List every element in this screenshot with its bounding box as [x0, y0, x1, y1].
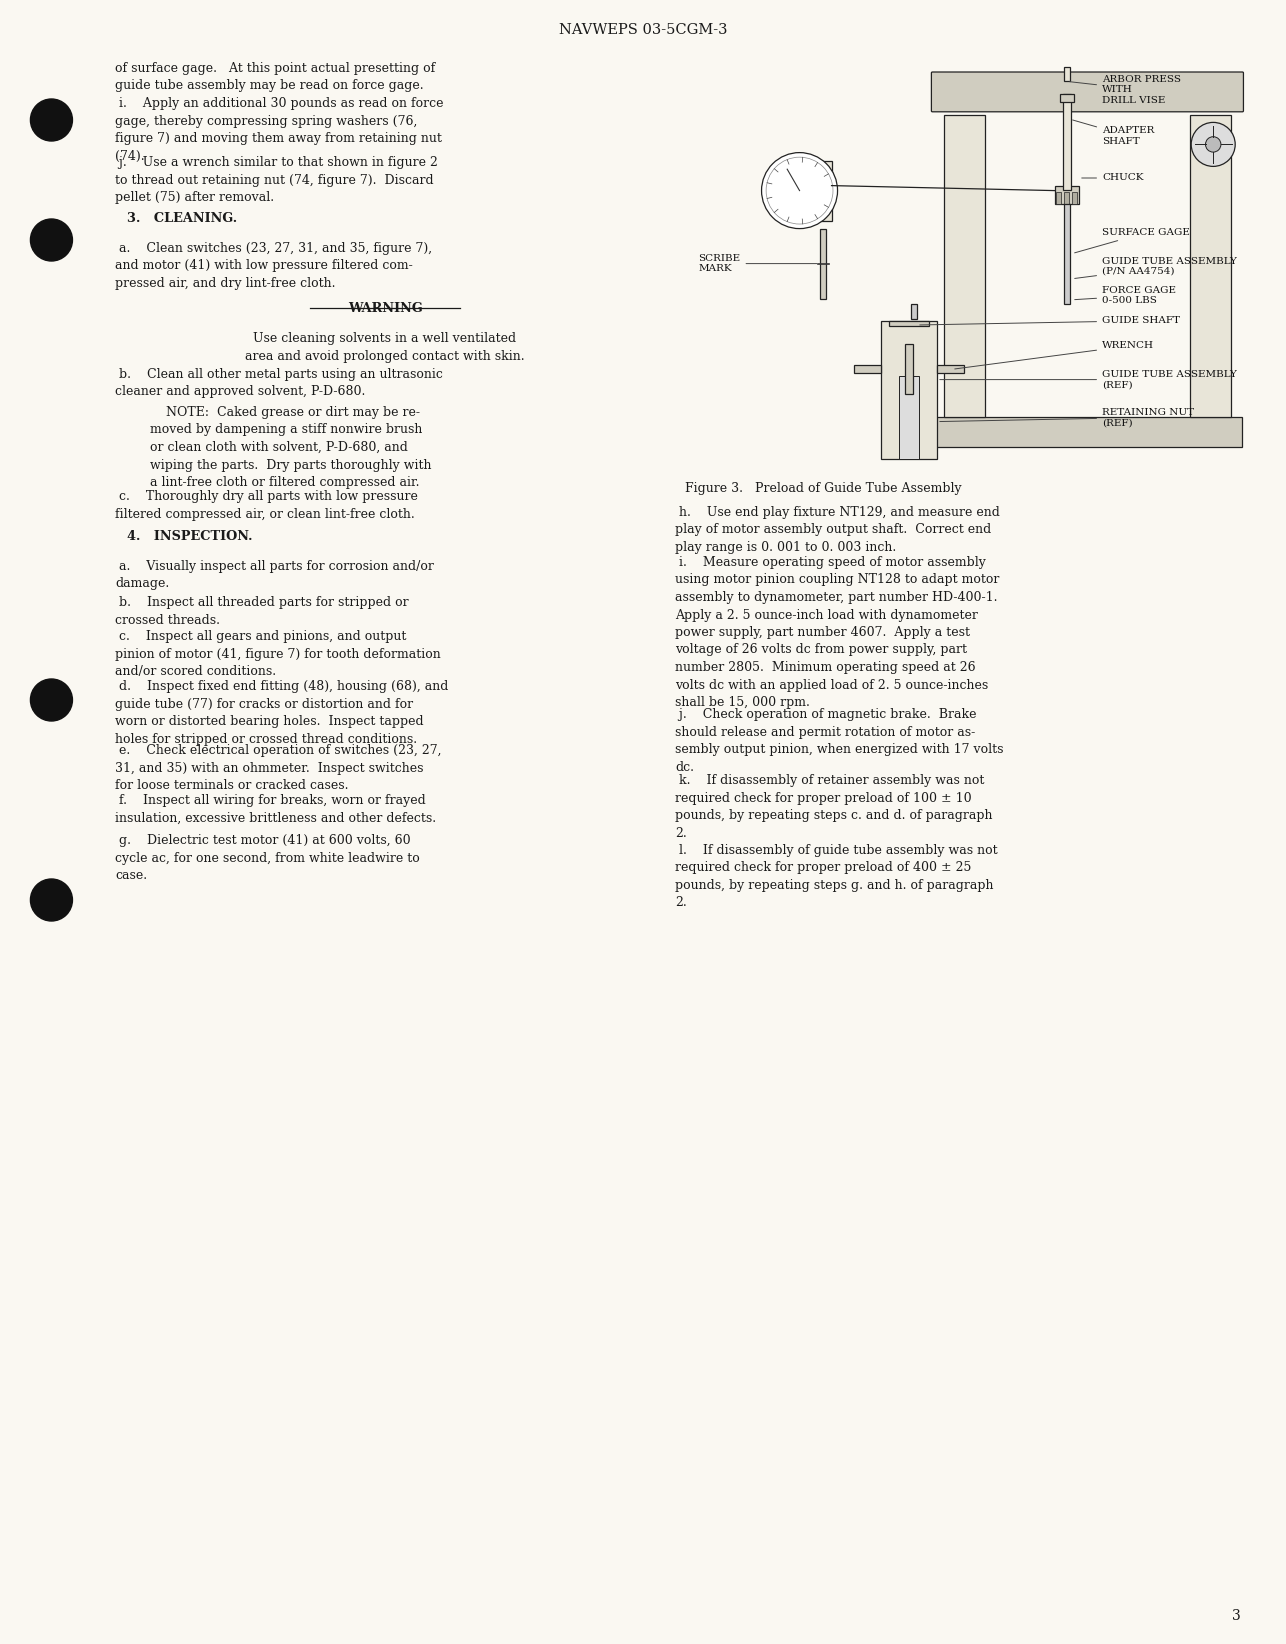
FancyBboxPatch shape [931, 72, 1244, 112]
Text: l.    If disassembly of guide tube assembly was not
required check for proper pr: l. If disassembly of guide tube assembly… [675, 843, 998, 909]
Text: ADAPTER
SHAFT: ADAPTER SHAFT [1073, 120, 1155, 146]
Text: c.    Thoroughly dry all parts with low pressure
filtered compressed air, or cle: c. Thoroughly dry all parts with low pre… [114, 490, 418, 521]
Bar [881, 321, 937, 459]
Circle shape [31, 219, 72, 261]
Text: SURFACE GAGE: SURFACE GAGE [1075, 229, 1190, 253]
Bar [1065, 192, 1070, 204]
Text: WRENCH: WRENCH [954, 342, 1154, 368]
Text: Use cleaning solvents in a well ventilated
area and avoid prolonged contact with: Use cleaning solvents in a well ventilat… [246, 332, 525, 362]
Text: 3.   CLEANING.: 3. CLEANING. [127, 212, 237, 225]
Text: CHUCK: CHUCK [1082, 174, 1143, 182]
Text: i.    Measure operating speed of motor assembly
using motor pinion coupling NT12: i. Measure operating speed of motor asse… [675, 556, 999, 709]
Circle shape [761, 153, 837, 229]
Text: c.    Inspect all gears and pinions, and output
pinion of motor (41, figure 7) f: c. Inspect all gears and pinions, and ou… [114, 630, 441, 677]
Text: WARNING: WARNING [347, 302, 422, 316]
Circle shape [766, 158, 833, 224]
Bar [1064, 67, 1070, 82]
Text: a.    Visually inspect all parts for corrosion and/or
damage.: a. Visually inspect all parts for corros… [114, 561, 433, 590]
Text: 3: 3 [1232, 1609, 1241, 1623]
Bar [1057, 192, 1061, 204]
Circle shape [31, 99, 72, 141]
Text: FORCE GAGE
0-500 LBS: FORCE GAGE 0-500 LBS [1075, 286, 1177, 306]
Text: f.    Inspect all wiring for breaks, worn or frayed
insulation, excessive brittl: f. Inspect all wiring for breaks, worn o… [114, 794, 436, 825]
Bar [944, 115, 985, 418]
Circle shape [1205, 136, 1220, 153]
Text: d.    Inspect fixed end fitting (48), housing (68), and
guide tube (77) for crac: d. Inspect fixed end fitting (48), housi… [114, 681, 449, 745]
Text: b.    Inspect all threaded parts for stripped or
crossed threads.: b. Inspect all threaded parts for stripp… [114, 597, 409, 626]
Text: i.    Apply an additional 30 pounds as read on force
gage, thereby compressing s: i. Apply an additional 30 pounds as read… [114, 97, 444, 163]
Bar [899, 376, 919, 459]
Text: 4.   INSPECTION.: 4. INSPECTION. [127, 529, 252, 543]
Bar [854, 365, 881, 373]
Text: j.    Use a wrench similar to that shown in figure 2
to thread out retaining nut: j. Use a wrench similar to that shown in… [114, 156, 437, 204]
Bar [1055, 186, 1079, 204]
Text: a.    Clean switches (23, 27, 31, and 35, figure 7),
and motor (41) with low pre: a. Clean switches (23, 27, 31, and 35, f… [114, 242, 432, 289]
Bar [910, 304, 917, 319]
Text: ARBOR PRESS
WITH
DRILL VISE: ARBOR PRESS WITH DRILL VISE [1070, 76, 1181, 105]
Text: b.    Clean all other metal parts using an ultrasonic
cleaner and approved solve: b. Clean all other metal parts using an … [114, 368, 442, 398]
Text: g.    Dielectric test motor (41) at 600 volts, 60
cycle ac, for one second, from: g. Dielectric test motor (41) at 600 vol… [114, 834, 419, 881]
Bar [1073, 192, 1078, 204]
Text: of surface gage.   At this point actual presetting of
guide tube assembly may be: of surface gage. At this point actual pr… [114, 62, 435, 92]
Text: GUIDE TUBE ASSEMBLY
(REF): GUIDE TUBE ASSEMBLY (REF) [940, 370, 1237, 390]
Text: NOTE:  Caked grease or dirt may be re-
moved by dampening a stiff nonwire brush
: NOTE: Caked grease or dirt may be re- mo… [150, 406, 432, 488]
Bar [890, 321, 928, 326]
Circle shape [31, 679, 72, 722]
Text: SCRIBE
MARK: SCRIBE MARK [698, 253, 817, 273]
Circle shape [1191, 122, 1235, 166]
Bar [932, 418, 1242, 447]
Text: Figure 3.   Preload of Guide Tube Assembly: Figure 3. Preload of Guide Tube Assembly [685, 482, 962, 495]
Circle shape [31, 880, 72, 921]
Bar [1190, 115, 1231, 418]
Text: j.    Check operation of magnetic brake.  Brake
should release and permit rotati: j. Check operation of magnetic brake. Br… [675, 709, 1003, 773]
Text: NAVWEPS 03-5CGM-3: NAVWEPS 03-5CGM-3 [558, 23, 728, 38]
Text: RETAINING NUT
(REF): RETAINING NUT (REF) [940, 408, 1195, 427]
Text: e.    Check electrical operation of switches (23, 27,
31, and 35) with an ohmmet: e. Check electrical operation of switche… [114, 745, 441, 792]
Text: k.    If disassembly of retainer assembly was not
required check for proper prel: k. If disassembly of retainer assembly w… [675, 774, 993, 840]
Bar [1064, 94, 1071, 191]
Bar [1060, 94, 1074, 102]
Bar [787, 161, 832, 220]
Text: h.    Use end play fixture NT129, and measure end
play of motor assembly output : h. Use end play fixture NT129, and measu… [675, 506, 1001, 554]
Bar [937, 365, 964, 373]
Text: GUIDE SHAFT: GUIDE SHAFT [919, 316, 1181, 326]
Text: GUIDE TUBE ASSEMBLY
(P/N AA4754): GUIDE TUBE ASSEMBLY (P/N AA4754) [1075, 256, 1237, 278]
Bar [819, 229, 826, 299]
Bar [1064, 204, 1070, 304]
Bar [905, 344, 913, 395]
